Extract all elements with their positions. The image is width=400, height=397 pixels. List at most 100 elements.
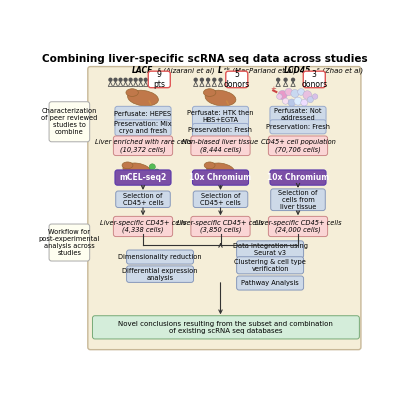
Text: 3
donors: 3 donors <box>301 70 328 89</box>
Circle shape <box>291 77 295 82</box>
Text: Dimensionality reduction: Dimensionality reduction <box>118 254 202 260</box>
Circle shape <box>206 77 210 82</box>
FancyBboxPatch shape <box>49 102 90 142</box>
FancyBboxPatch shape <box>49 224 90 261</box>
Text: 10x Chromium: 10x Chromium <box>267 173 329 182</box>
FancyBboxPatch shape <box>148 71 170 88</box>
FancyBboxPatch shape <box>92 316 359 339</box>
FancyBboxPatch shape <box>237 276 304 290</box>
Circle shape <box>118 77 123 82</box>
Circle shape <box>154 169 160 174</box>
Circle shape <box>128 77 133 82</box>
Text: 5
donors: 5 donors <box>224 70 250 89</box>
Circle shape <box>144 77 148 82</box>
Circle shape <box>278 91 287 100</box>
Circle shape <box>194 77 198 82</box>
Circle shape <box>148 77 153 82</box>
FancyBboxPatch shape <box>270 120 326 134</box>
Circle shape <box>291 89 299 98</box>
FancyBboxPatch shape <box>115 170 171 185</box>
Circle shape <box>148 171 154 176</box>
Text: CD45+ cell population
(70,706 cells): CD45+ cell population (70,706 cells) <box>260 139 336 152</box>
Ellipse shape <box>207 163 234 177</box>
FancyBboxPatch shape <box>237 241 304 258</box>
FancyBboxPatch shape <box>116 191 170 208</box>
Text: Liver-specific CD45+ cells
(24,000 cells): Liver-specific CD45+ cells (24,000 cells… <box>255 220 341 233</box>
FancyBboxPatch shape <box>303 71 325 88</box>
Text: Clustering & cell type
verification: Clustering & cell type verification <box>234 259 306 272</box>
Text: L: L <box>218 66 223 75</box>
FancyBboxPatch shape <box>268 136 328 156</box>
Text: Perfusate: HEPES: Perfusate: HEPES <box>114 111 172 117</box>
FancyBboxPatch shape <box>192 106 248 126</box>
FancyBboxPatch shape <box>268 216 328 237</box>
FancyBboxPatch shape <box>115 106 171 122</box>
Text: 9
pts: 9 pts <box>153 70 165 89</box>
Ellipse shape <box>204 162 215 169</box>
Text: Novel conclusions resulting from the subset and combination
of existing scRNA se: Novel conclusions resulting from the sub… <box>118 321 333 334</box>
Ellipse shape <box>123 163 151 177</box>
Circle shape <box>108 77 113 82</box>
Circle shape <box>123 77 128 82</box>
FancyBboxPatch shape <box>192 123 248 137</box>
Text: Pathway Analysis: Pathway Analysis <box>241 280 299 286</box>
FancyBboxPatch shape <box>191 136 250 156</box>
FancyBboxPatch shape <box>270 170 326 185</box>
Text: Liver-specific CD45+ cells
(3,850 cells): Liver-specific CD45+ cells (3,850 cells) <box>177 220 264 233</box>
Text: Combining liver-specific scRNA seq data across studies: Combining liver-specific scRNA seq data … <box>42 54 368 64</box>
Circle shape <box>298 89 304 95</box>
Text: Workflow for
post-experimental
analysis across
studies: Workflow for post-experimental analysis … <box>39 229 100 256</box>
FancyBboxPatch shape <box>113 136 173 156</box>
Circle shape <box>288 99 296 106</box>
Text: Preservation: Fresh: Preservation: Fresh <box>188 127 252 133</box>
Circle shape <box>218 77 223 82</box>
Text: Characterization
of peer reviewed
studies to
combine: Characterization of peer reviewed studie… <box>41 108 98 135</box>
Text: Perfusate: Not
addressed: Perfusate: Not addressed <box>274 108 322 121</box>
Text: ᵉ (Aizarani et al): ᵉ (Aizarani et al) <box>158 67 214 74</box>
Circle shape <box>294 97 302 105</box>
FancyBboxPatch shape <box>126 250 194 264</box>
Text: Data integration using
Seurat v3: Data integration using Seurat v3 <box>233 243 308 256</box>
Text: Liver-specific CD45+ cells
(4,338 cells): Liver-specific CD45+ cells (4,338 cells) <box>100 220 186 233</box>
FancyBboxPatch shape <box>115 120 171 136</box>
Text: Perfusate: HTK then
HBS+EGTA: Perfusate: HTK then HBS+EGTA <box>187 110 254 123</box>
Ellipse shape <box>204 89 216 96</box>
FancyBboxPatch shape <box>271 189 325 210</box>
Circle shape <box>212 77 216 82</box>
Circle shape <box>134 77 138 82</box>
Ellipse shape <box>122 162 133 169</box>
Ellipse shape <box>128 90 158 106</box>
Text: LCD45: LCD45 <box>284 66 312 75</box>
Text: LACE: LACE <box>132 66 154 75</box>
Text: Selection of
CD45+ cells: Selection of CD45+ cells <box>200 193 241 206</box>
Text: Liver enriched with rare cells
(10,372 cells): Liver enriched with rare cells (10,372 c… <box>94 139 192 152</box>
Circle shape <box>301 99 308 106</box>
Text: Preservation: Fresh: Preservation: Fresh <box>266 124 330 130</box>
Ellipse shape <box>126 89 138 96</box>
Circle shape <box>138 77 143 82</box>
Circle shape <box>277 94 282 99</box>
Text: Preservation: Mix
cryo and fresh: Preservation: Mix cryo and fresh <box>114 121 172 134</box>
Circle shape <box>303 91 312 99</box>
FancyBboxPatch shape <box>237 257 304 274</box>
FancyBboxPatch shape <box>113 216 173 237</box>
FancyBboxPatch shape <box>192 170 248 185</box>
Text: Differential expression
analysis: Differential expression analysis <box>122 268 198 281</box>
FancyBboxPatch shape <box>226 71 248 88</box>
Circle shape <box>276 77 280 82</box>
Text: +: + <box>270 86 276 92</box>
FancyBboxPatch shape <box>191 216 250 237</box>
FancyBboxPatch shape <box>126 266 194 282</box>
Circle shape <box>200 77 204 82</box>
Text: Selection of
CD45+ cells: Selection of CD45+ cells <box>123 193 163 206</box>
Ellipse shape <box>205 90 236 106</box>
FancyBboxPatch shape <box>270 106 326 122</box>
Circle shape <box>282 98 289 104</box>
FancyBboxPatch shape <box>88 67 361 350</box>
Circle shape <box>149 164 155 170</box>
FancyBboxPatch shape <box>193 191 248 208</box>
Text: Selection of
cells from
liver tissue: Selection of cells from liver tissue <box>278 190 318 210</box>
Circle shape <box>113 77 118 82</box>
Circle shape <box>285 88 292 96</box>
Text: Non-biased liver tissue
(8,444 cells): Non-biased liver tissue (8,444 cells) <box>182 139 259 152</box>
